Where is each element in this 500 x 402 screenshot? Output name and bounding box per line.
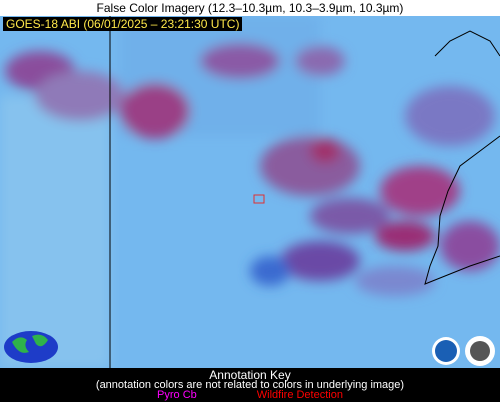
key-item: Pyro Cb: [157, 389, 197, 401]
key-items: Pyro Cb Wildfire Detection: [0, 389, 500, 401]
key-note: (annotation colors are not related to co…: [95, 379, 405, 391]
title: False Color Imagery (12.3–10.3µm, 10.3–3…: [96, 1, 404, 15]
key-item: Wildfire Detection: [256, 389, 343, 401]
key-title: Annotation Key: [209, 368, 291, 382]
timestamp-label: GOES-18 ABI (06/01/2025 – 23:21:30 UTC): [3, 17, 243, 31]
annotation-key: Annotation Key (annotation colors are no…: [0, 368, 500, 402]
satellite-image: [0, 16, 500, 368]
